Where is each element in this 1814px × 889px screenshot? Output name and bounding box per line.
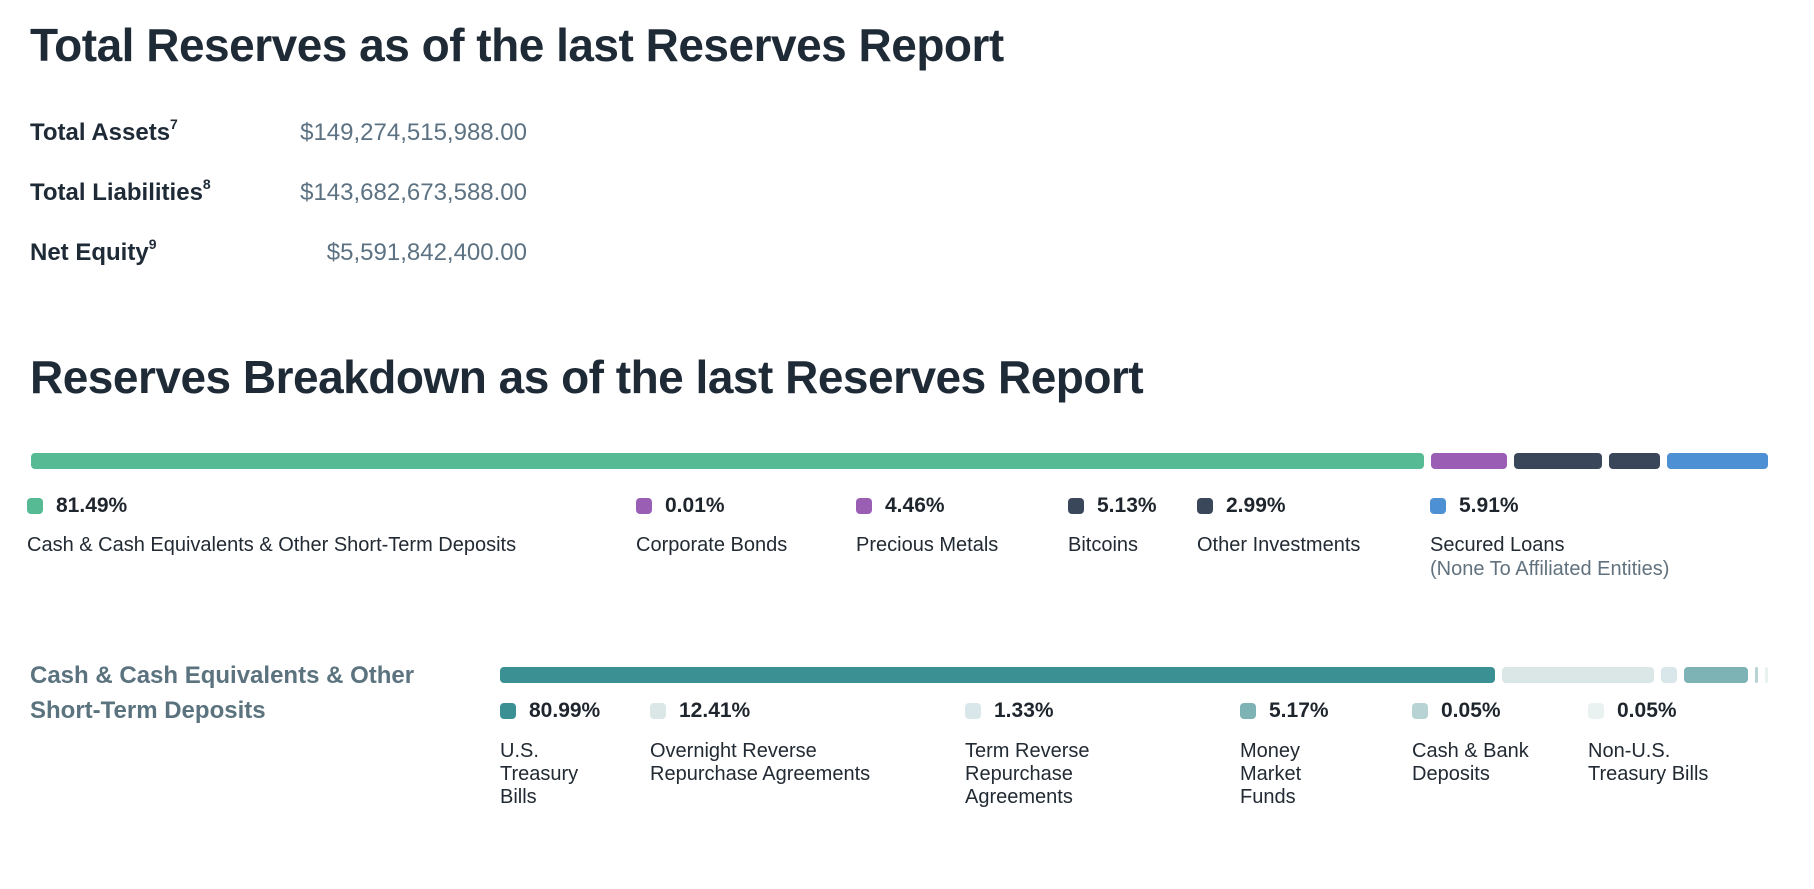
legend-item-non-u-s-treasury-bills: 0.05% Non-U.S. Treasury Bills	[1588, 699, 1814, 786]
bar-segment-bitcoins[interactable]	[1514, 453, 1602, 469]
legend-color-swatch	[1197, 498, 1213, 514]
totals-value: $149,274,515,988.00	[300, 119, 527, 146]
cash-equivalents-bar	[500, 667, 1768, 683]
legend-color-swatch	[1240, 703, 1256, 719]
bar-segment-u-s-treasury-bills[interactable]	[500, 667, 1495, 683]
footnote-ref: 9	[148, 236, 157, 252]
legend-label: Bitcoins	[1068, 534, 1139, 556]
legend-percentage: 0.05%	[1441, 699, 1501, 722]
legend-color-swatch	[1412, 703, 1428, 719]
bar-segment-non-u-s-treasury-bills[interactable]	[1764, 667, 1768, 683]
legend-label: Money Market Funds	[1240, 740, 1302, 808]
totals-label: Net Equity9	[30, 236, 157, 266]
legend-color-swatch	[500, 703, 516, 719]
legend-item-bitcoins: 5.13% Bitcoins	[1068, 494, 1197, 557]
legend-label: Corporate Bonds	[636, 534, 788, 556]
legend-percentage: 12.41%	[679, 699, 751, 722]
reserves-breakdown-bar	[31, 453, 1768, 469]
legend-percentage: 80.99%	[529, 699, 601, 722]
footnote-ref: 8	[202, 176, 211, 192]
legend-item-secured-loans: 5.91% Secured Loans (None To Affiliated En…	[1430, 494, 1768, 581]
legend-percentage: 5.13%	[1097, 494, 1157, 517]
total-reserves-heading: Total Reserves as of the last Reserves R…	[30, 19, 1004, 71]
legend-label: Cash & Cash Equivalents & Other Short-Te…	[27, 534, 517, 556]
legend-color-swatch	[965, 703, 981, 719]
totals-value: $5,591,842,400.00	[326, 239, 527, 266]
legend-color-swatch	[1430, 498, 1446, 514]
legend-label: Term Reverse Repurchase Agreements	[965, 740, 1090, 808]
legend-item-u-s-treasury-bills: 80.99% U.S. Treasury Bills	[500, 699, 650, 809]
footnote-ref: 7	[170, 116, 178, 132]
totals-value: $143,682,673,588.00	[300, 179, 527, 206]
legend-percentage: 4.46%	[885, 494, 945, 517]
legend-item-cash-bank-deposits: 0.05% Cash & Bank Deposits	[1412, 699, 1588, 786]
cash-equivalents-legend: 80.99% U.S. Treasury Bills 12.41% Overnight…	[500, 699, 1814, 809]
legend-color-swatch	[1588, 703, 1604, 719]
legend-percentage: 0.05%	[1617, 699, 1677, 722]
legend-percentage: 2.99%	[1226, 494, 1286, 517]
legend-color-swatch	[27, 498, 43, 514]
bar-segment-cash-bank-deposits[interactable]	[1754, 667, 1758, 683]
bar-segment-overnight-reverse-repurchase-agreements[interactable]	[1501, 667, 1655, 683]
legend-item-term-reverse-repurchase-agreements: 1.33% Term Reverse Repurchase Agreements	[965, 699, 1240, 809]
legend-item-corporate-bonds: 0.01% Corporate Bonds	[636, 494, 856, 557]
legend-label: Cash & Bank Deposits	[1412, 740, 1529, 785]
legend-percentage: 81.49%	[56, 494, 128, 517]
legend-label: Precious Metals	[856, 534, 999, 556]
totals-label: Total Liabilities8	[30, 176, 211, 206]
bar-segment-secured-loans[interactable]	[1666, 453, 1768, 469]
legend-percentage: 5.17%	[1269, 699, 1329, 722]
legend-sublabel: (None To Affiliated Entities)	[1430, 558, 1670, 580]
legend-percentage: 5.91%	[1459, 494, 1519, 517]
legend-percentage: 0.01%	[665, 494, 725, 517]
legend-item-money-market-funds: 5.17% Money Market Funds	[1240, 699, 1412, 809]
reserves-breakdown-heading: Reserves Breakdown as of the last Reserv…	[30, 351, 1144, 403]
reserves-breakdown-legend: 81.49% Cash & Cash Equivalents & Other Sh…	[27, 494, 1768, 581]
bar-segment-precious-metals[interactable]	[1430, 453, 1508, 469]
legend-item-cash-cash-equivalents-other-short-term-deposits: 81.49% Cash & Cash Equivalents & Other Sh…	[27, 494, 636, 557]
legend-color-swatch	[1068, 498, 1084, 514]
legend-label: Secured Loans (None To Affiliated Entitie…	[1430, 533, 1768, 581]
legend-label: Other Investments	[1197, 534, 1361, 556]
legend-label: Overnight Reverse Repurchase Agreements	[650, 740, 871, 785]
legend-color-swatch	[650, 703, 666, 719]
totals-row-total-liabilities: Total Liabilities8 $143,682,673,588.00	[30, 176, 527, 208]
bar-segment-term-reverse-repurchase-agreements[interactable]	[1661, 667, 1678, 683]
legend-percentage: 1.33%	[994, 699, 1054, 722]
totals-row-total-assets: Total Assets7 $149,274,515,988.00	[30, 116, 527, 148]
cash-equivalents-section-title: Cash & Cash Equivalents & Other Short-Te…	[30, 662, 415, 724]
legend-item-other-investments: 2.99% Other Investments	[1197, 494, 1430, 557]
totals-label: Total Assets7	[30, 116, 178, 146]
legend-label: U.S. Treasury Bills	[500, 740, 579, 808]
legend-item-precious-metals: 4.46% Precious Metals	[856, 494, 1068, 557]
bar-segment-money-market-funds[interactable]	[1684, 667, 1748, 683]
bar-segment-cash-cash-equivalents-other-short-term-deposits[interactable]	[31, 453, 1424, 469]
legend-label: Non-U.S. Treasury Bills	[1588, 740, 1709, 785]
legend-item-overnight-reverse-repurchase-agreements: 12.41% Overnight Reverse Repurchase Agree…	[650, 699, 965, 786]
bar-segment-other-investments[interactable]	[1608, 453, 1660, 469]
legend-color-swatch	[856, 498, 872, 514]
totals-table: Total Assets7 $149,274,515,988.00 Total Li…	[30, 116, 527, 298]
totals-row-net-equity: Net Equity9 $5,591,842,400.00	[30, 236, 527, 268]
legend-color-swatch	[636, 498, 652, 514]
